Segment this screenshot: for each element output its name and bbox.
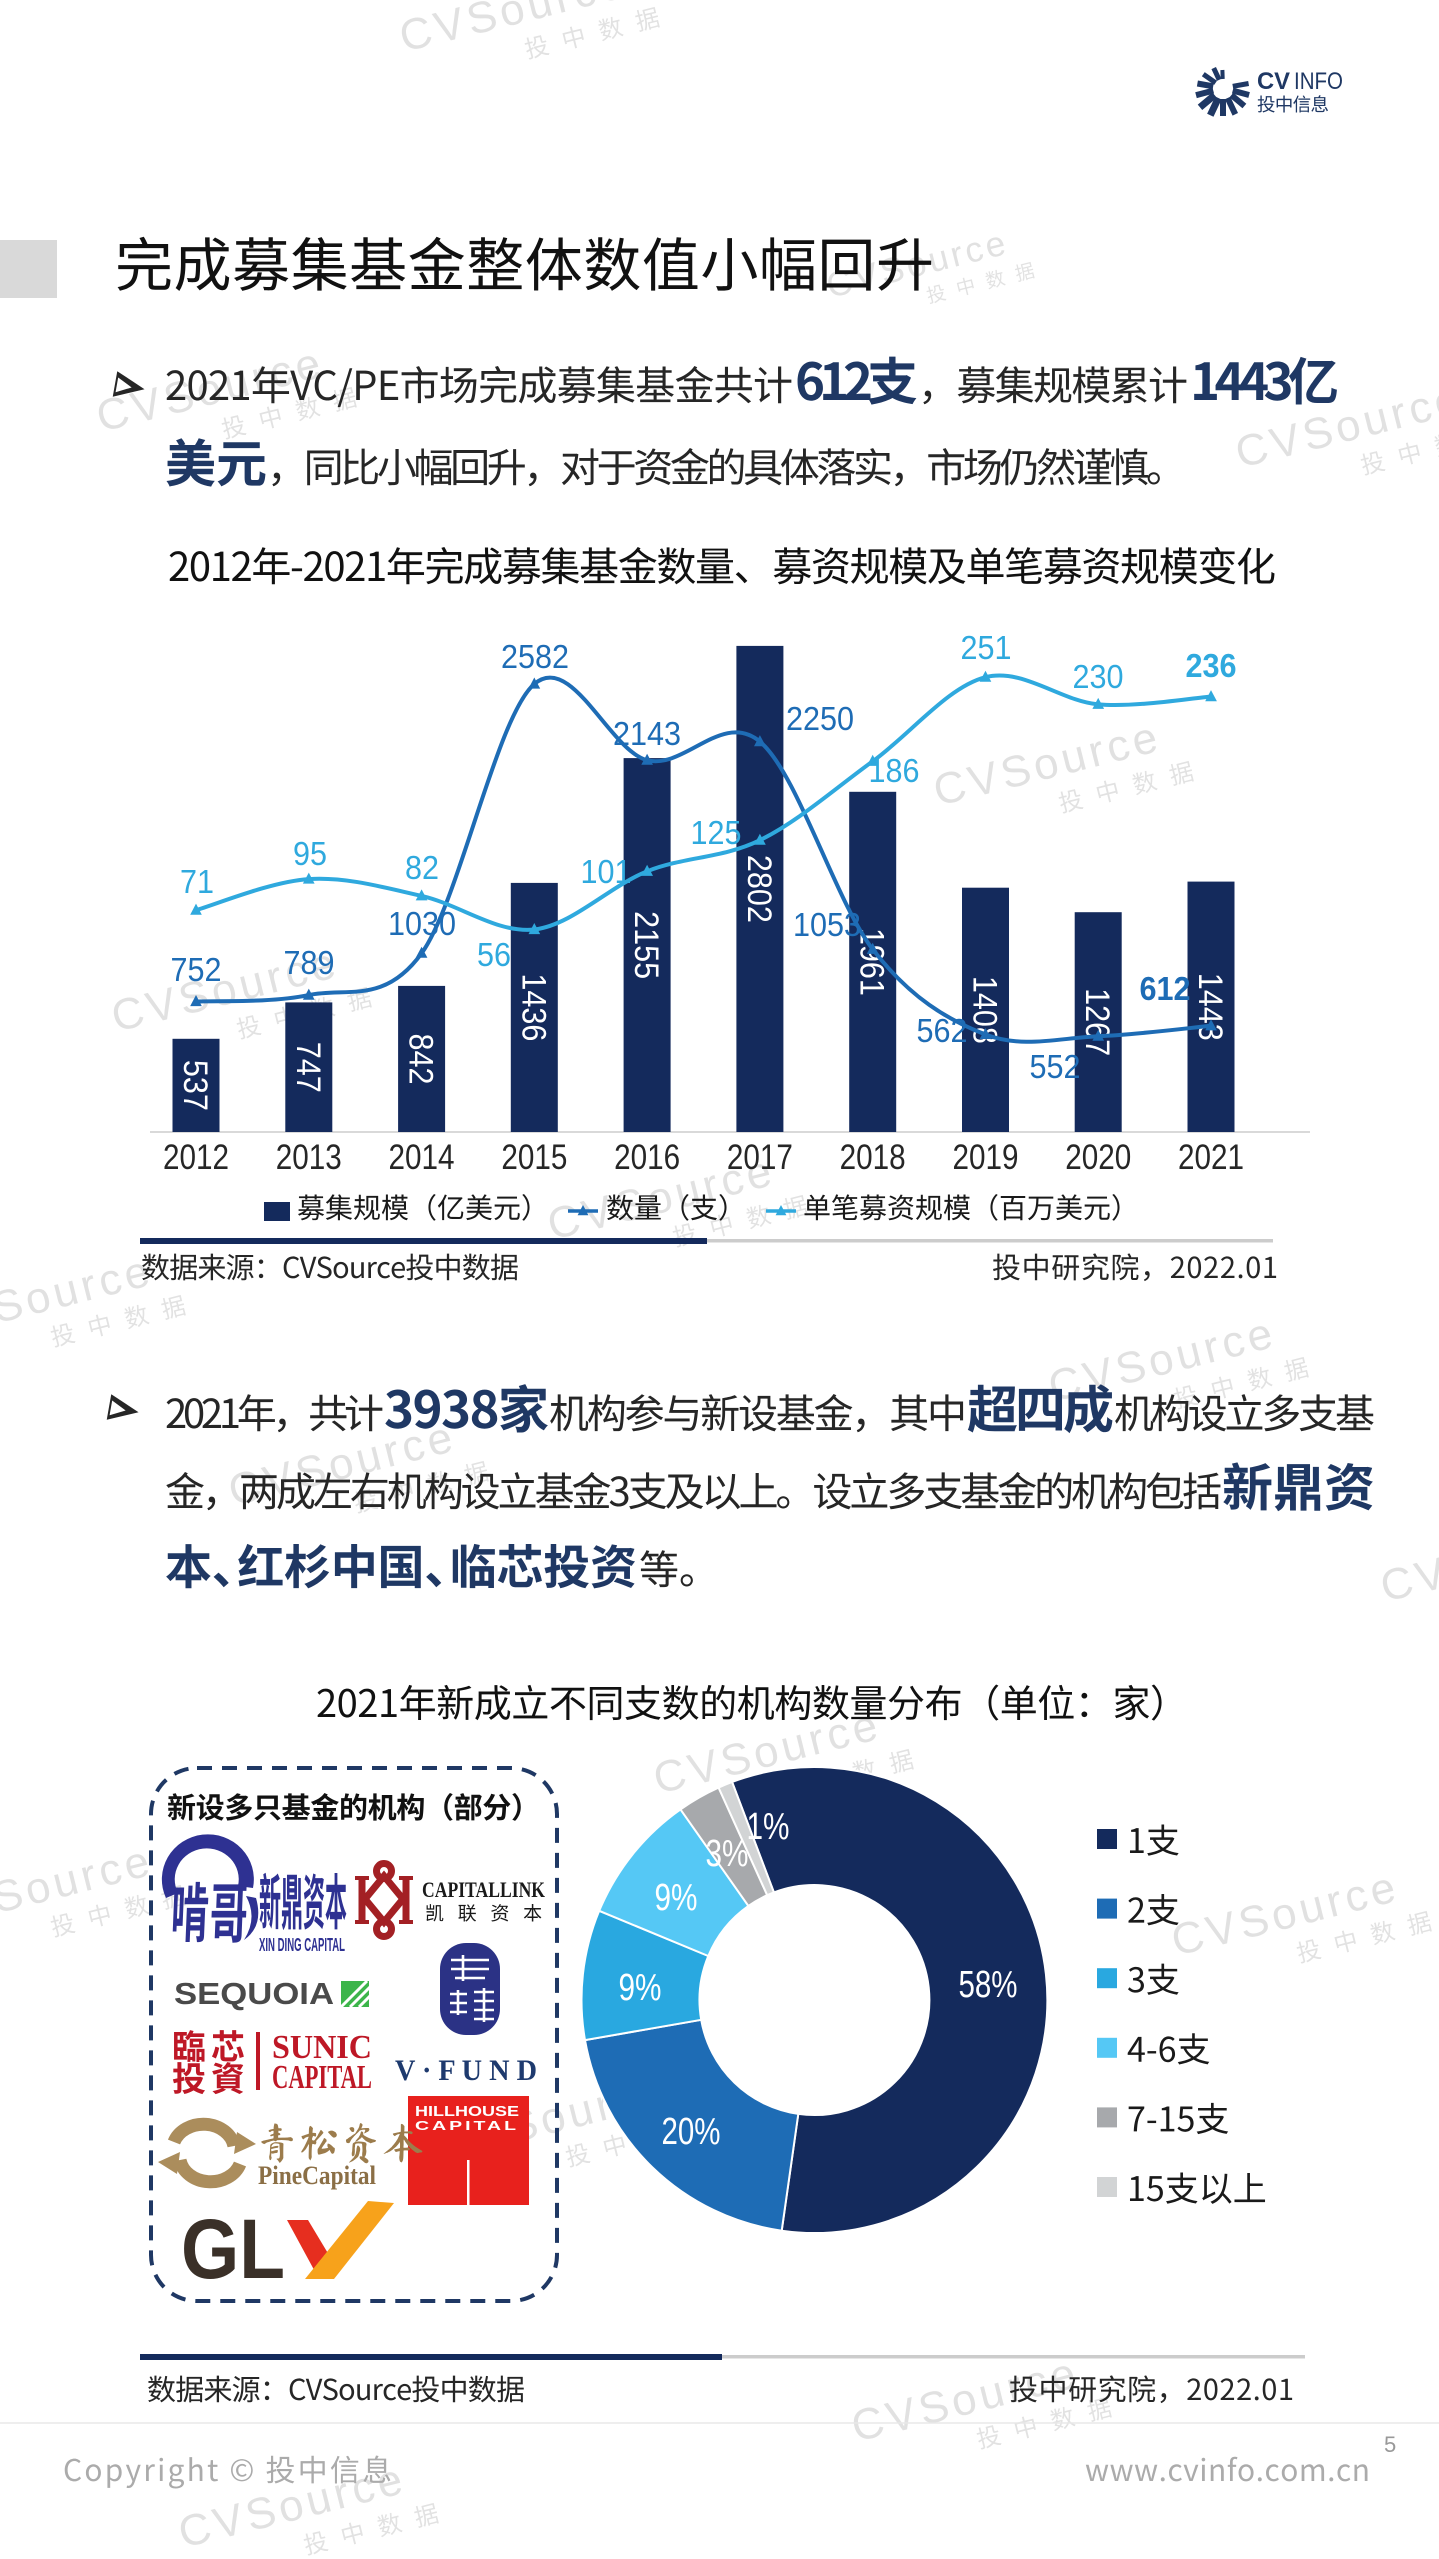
svg-text:789: 789: [284, 944, 335, 981]
svg-text:236: 236: [1186, 647, 1237, 684]
svg-text:5: 5: [1384, 2432, 1396, 2457]
svg-text:CAPITAL: CAPITAL: [272, 2059, 372, 2096]
svg-text:1%: 1%: [747, 1806, 790, 1848]
svg-text:V · F U N D: V · F U N D: [395, 2054, 537, 2087]
svg-text:251: 251: [961, 629, 1012, 666]
svg-text:752: 752: [171, 951, 222, 988]
svg-text:2012: 2012: [163, 1138, 229, 1177]
svg-text:SEQUOIA: SEQUOIA: [174, 1976, 334, 2011]
svg-text:230: 230: [1073, 658, 1124, 695]
svg-text:747: 747: [289, 1042, 327, 1093]
svg-text:2020: 2020: [1065, 1138, 1131, 1177]
svg-text:101: 101: [581, 853, 632, 890]
svg-text:58%: 58%: [959, 1964, 1018, 2006]
svg-text:HILLHOUSE: HILLHOUSE: [415, 2103, 519, 2120]
svg-text:2250: 2250: [786, 700, 854, 737]
svg-text:186: 186: [869, 752, 920, 789]
svg-text:GL: GL: [181, 2202, 285, 2296]
svg-text:1030: 1030: [388, 905, 456, 942]
svg-text:125: 125: [691, 814, 742, 851]
svg-text:95: 95: [293, 835, 327, 872]
svg-text:1053: 1053: [793, 906, 861, 943]
svg-text:2143: 2143: [613, 715, 681, 752]
svg-text:612: 612: [1140, 970, 1191, 1007]
svg-text:SUNIC: SUNIC: [272, 2029, 372, 2066]
svg-text:2013: 2013: [276, 1138, 342, 1177]
svg-text:2018: 2018: [840, 1138, 906, 1177]
svg-text:CAPITALLINK: CAPITALLINK: [422, 1877, 545, 1902]
svg-text:1267: 1267: [1078, 988, 1116, 1056]
svg-text:2019: 2019: [952, 1138, 1018, 1177]
svg-text:PineCapital: PineCapital: [258, 2161, 376, 2190]
svg-text:1443: 1443: [1191, 973, 1229, 1041]
svg-text:82: 82: [405, 849, 439, 886]
svg-text:2016: 2016: [614, 1138, 680, 1177]
svg-text:2155: 2155: [627, 911, 665, 979]
svg-text:56: 56: [477, 936, 511, 973]
svg-text:20%: 20%: [662, 2111, 721, 2153]
svg-text:537: 537: [176, 1060, 214, 1111]
svg-text:CAPITAL: CAPITAL: [415, 2118, 519, 2133]
svg-text:2015: 2015: [501, 1138, 567, 1177]
svg-text:2582: 2582: [501, 638, 569, 675]
svg-text:XIN DING CAPITAL: XIN DING CAPITAL: [259, 1934, 345, 1955]
svg-text:2802: 2802: [740, 855, 778, 923]
svg-text:INFO: INFO: [1294, 68, 1343, 95]
svg-text:2021: 2021: [1178, 1138, 1244, 1177]
svg-text:9%: 9%: [655, 1877, 698, 1919]
svg-text:CV: CV: [1257, 68, 1290, 95]
svg-text:2014: 2014: [389, 1138, 455, 1177]
svg-text:842: 842: [402, 1034, 440, 1085]
svg-text:3%: 3%: [706, 1833, 749, 1875]
svg-text:2017: 2017: [727, 1138, 793, 1177]
svg-text:9%: 9%: [619, 1967, 662, 2009]
svg-text:552: 552: [1030, 1048, 1081, 1085]
svg-text:1436: 1436: [514, 973, 552, 1041]
svg-text:562: 562: [917, 1012, 968, 1049]
svg-text:71: 71: [180, 863, 214, 900]
